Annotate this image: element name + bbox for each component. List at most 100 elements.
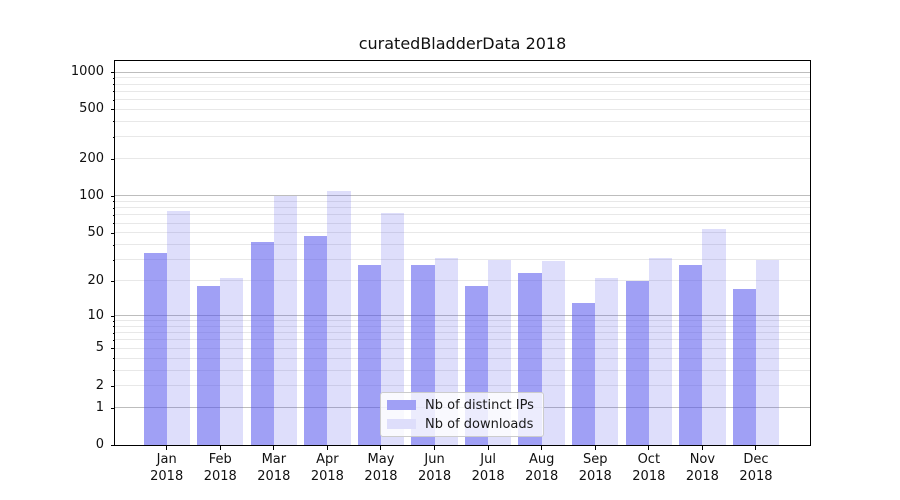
gridline-minor — [115, 357, 810, 359]
y-tick — [111, 348, 115, 350]
x-tick — [755, 446, 757, 450]
y-minor-tick — [113, 223, 115, 225]
x-tick-label: Nov 2018 — [685, 452, 719, 484]
y-minor-tick — [113, 84, 115, 86]
bar-nb-of-downloads-feb — [220, 278, 244, 445]
bar-nb-of-distinct-ips-nov — [679, 265, 703, 445]
bar-nb-of-downloads-mar — [273, 195, 298, 445]
bar-nb-of-distinct-ips-apr — [304, 236, 328, 445]
bar-nb-of-downloads-apr — [327, 190, 351, 445]
y-tick-label: 5 — [95, 340, 104, 356]
y-minor-tick — [113, 339, 115, 341]
y-minor-tick — [113, 91, 115, 93]
gridline-minor — [115, 201, 810, 202]
bar-nb-of-downloads-jan — [166, 211, 190, 445]
gridline-minor — [115, 90, 810, 92]
y-minor-tick — [113, 370, 115, 372]
y-minor-tick — [113, 77, 115, 79]
gridline-minor — [115, 369, 810, 371]
bar-nb-of-distinct-ips-may — [357, 265, 381, 445]
gridline-minor — [115, 339, 810, 341]
gridline-minor — [115, 320, 810, 322]
y-minor-tick — [113, 320, 115, 322]
x-tick — [434, 446, 436, 450]
x-tick-label: Apr 2018 — [310, 452, 344, 484]
y-minor-tick — [113, 99, 115, 101]
bar-nb-of-downloads-nov — [702, 228, 726, 445]
y-minor-tick — [113, 207, 115, 209]
y-tick — [111, 445, 115, 446]
bar-nb-of-distinct-ips-sep — [572, 302, 596, 445]
bar-nb-of-downloads-dec — [755, 259, 780, 445]
x-tick-label: Mar 2018 — [257, 452, 291, 484]
y-tick — [111, 385, 115, 387]
gridline-major — [115, 195, 810, 197]
x-tick-label: May 2018 — [364, 452, 398, 484]
gridline-major — [115, 71, 810, 73]
bar-nb-of-downloads-may — [380, 212, 405, 445]
x-tick-label: Jan 2018 — [150, 452, 184, 484]
y-tick-label: 0 — [95, 437, 104, 452]
y-minor-tick — [113, 332, 115, 334]
chart-title: curatedBladderData 2018 — [358, 34, 567, 53]
x-tick — [541, 446, 543, 450]
y-tick-label: 1000 — [70, 64, 104, 80]
gridline-minor — [115, 259, 810, 261]
legend-item-distinct-ips: Nb of distinct IPs — [387, 398, 537, 413]
y-tick — [111, 315, 115, 317]
gridline-minor — [115, 244, 810, 246]
gridline-minor — [115, 99, 810, 101]
y-tick — [111, 407, 115, 409]
x-tick — [487, 446, 489, 450]
bar-nb-of-downloads-aug — [541, 261, 565, 445]
y-tick — [111, 72, 115, 74]
x-tick-label: Aug 2018 — [525, 452, 559, 484]
bar-nb-of-distinct-ips-mar — [250, 241, 274, 445]
bar-nb-of-downloads-sep — [595, 278, 619, 445]
y-tick — [111, 158, 115, 160]
x-tick — [219, 446, 221, 450]
plot-area — [114, 60, 811, 446]
x-tick — [701, 446, 703, 450]
x-tick-label: Oct 2018 — [632, 452, 666, 484]
x-tick — [594, 446, 596, 450]
gridline-minor — [115, 108, 810, 110]
gridline-minor — [115, 83, 810, 85]
y-tick-label: 500 — [79, 101, 104, 117]
y-tick-label: 50 — [87, 224, 104, 240]
gridline-minor — [115, 207, 810, 209]
x-tick — [326, 446, 328, 450]
gridline-minor — [115, 158, 810, 160]
gridline-minor — [115, 136, 810, 138]
y-tick-label: 10 — [87, 307, 104, 323]
y-minor-tick — [113, 244, 115, 246]
legend-label-downloads: Nb of downloads — [425, 416, 534, 432]
gridline-minor — [115, 280, 810, 282]
x-tick-label: Dec 2018 — [739, 452, 773, 484]
y-tick — [111, 195, 115, 197]
bar-nb-of-distinct-ips-feb — [197, 286, 221, 445]
y-tick-label: 1 — [95, 399, 104, 415]
x-tick-label: Feb 2018 — [203, 452, 237, 484]
x-tick-label: Jul 2018 — [471, 452, 505, 484]
y-tick — [111, 232, 115, 234]
bar-nb-of-downloads-oct — [648, 257, 673, 445]
gridline-minor — [115, 385, 810, 387]
x-tick — [273, 446, 275, 450]
y-tick-label: 2 — [95, 377, 104, 393]
y-minor-tick — [113, 259, 115, 261]
bar-nb-of-distinct-ips-oct — [625, 280, 649, 445]
gridline-minor — [115, 232, 810, 234]
x-tick — [648, 446, 650, 450]
y-tick — [111, 280, 115, 282]
y-tick — [111, 109, 115, 111]
legend-swatch-downloads-icon — [387, 419, 416, 429]
bar-nb-of-distinct-ips-jan — [143, 253, 167, 445]
legend-swatch-distinct-ips-icon — [387, 400, 416, 410]
x-tick-label: Jun 2018 — [418, 452, 452, 484]
gridline-minor — [115, 325, 810, 327]
bar-nb-of-distinct-ips-dec — [732, 288, 756, 445]
legend: Nb of distinct IPs Nb of downloads — [380, 392, 544, 437]
y-minor-tick — [113, 201, 115, 203]
